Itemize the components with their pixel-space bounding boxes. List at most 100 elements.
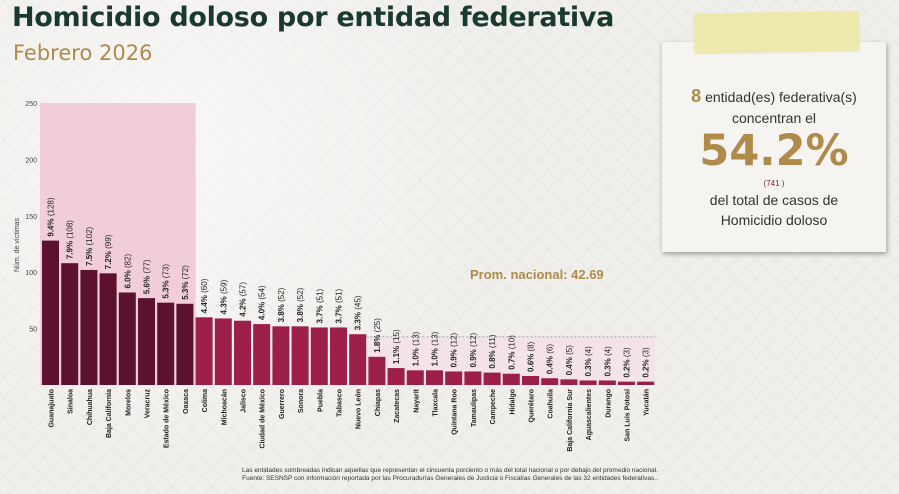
- bars: [42, 240, 655, 385]
- category-label: Oaxaca: [183, 389, 190, 414]
- card-line-concentrate: concentran el: [731, 110, 817, 126]
- bar-quintana-roo: [445, 371, 463, 385]
- bar-value-label: 5.6% (77): [143, 259, 152, 294]
- category-label: Tlaxcala: [433, 389, 440, 417]
- bar-value-label: 3.8% (52): [296, 287, 305, 322]
- category-label: Nayarit: [413, 388, 420, 412]
- bar-michoacán: [214, 318, 232, 385]
- bar-veracruz: [138, 298, 155, 385]
- bar-value-label: 0.4% (6): [546, 344, 555, 375]
- bar-value-label: 1.0% (13): [431, 331, 440, 366]
- bar-durango: [598, 380, 616, 385]
- bar-value-label: 0.8% (11): [488, 334, 497, 368]
- bar-value-label: 3.7% (51): [335, 288, 344, 323]
- category-label: Michoacán: [221, 389, 228, 425]
- category-label: Sonora: [298, 389, 305, 413]
- category-label: Querétaro: [529, 389, 536, 422]
- shading-note: Las entidades sombreadas indican aquella…: [242, 467, 658, 474]
- category-label: Colima: [202, 389, 209, 412]
- card-entities-text: entidad(es) federativa(s): [705, 89, 857, 105]
- category-label: San Luis Potosí: [625, 388, 632, 442]
- bar-nayarit: [406, 370, 424, 385]
- page-subtitle: Febrero 2026: [13, 41, 153, 65]
- bar-zacatecas: [387, 368, 405, 385]
- bar-value-label: 5.3% (72): [181, 265, 190, 300]
- bar-sinaloa: [61, 263, 79, 385]
- bar-value-label: 0.2% (3): [623, 347, 632, 378]
- bar-value-label: 3.8% (52): [277, 287, 286, 322]
- bar-value-label: 7.5% (102): [85, 226, 94, 265]
- category-label: Zacatecas: [394, 389, 401, 423]
- bar-guanajuato: [42, 240, 59, 385]
- bar-value-label: 0.4% (5): [565, 345, 574, 376]
- bar-value-label: 0.3% (4): [603, 346, 612, 377]
- bar-value-label: 0.9% (12): [450, 332, 459, 367]
- category-label: Baja California Sur: [567, 389, 574, 452]
- bar-value-label: 5.3% (73): [162, 264, 171, 299]
- bar-estado-de-méxico: [157, 302, 175, 385]
- card-case-count: (741 ): [763, 179, 785, 188]
- bar-san-luis-potosí: [618, 381, 635, 385]
- category-label: Aguascalientes: [586, 389, 593, 440]
- bar-value-label: 0.2% (3): [642, 347, 651, 378]
- bar-baja-california-sur: [560, 379, 578, 385]
- bar-value-label: 0.7% (10): [507, 335, 516, 370]
- category-label: Chihuahua: [87, 389, 94, 425]
- bar-value-label: 0.3% (4): [584, 346, 593, 377]
- bar-sonora: [291, 326, 309, 385]
- y-tick-label: 50: [29, 327, 37, 334]
- category-label: Jalisco: [241, 389, 248, 413]
- card-entity-count: 8: [691, 86, 702, 106]
- category-label: Estado de México: [164, 389, 171, 448]
- summary-card: 8 entidad(es) federativa(s) concentran e…: [662, 42, 886, 252]
- y-tick-label: 100: [25, 270, 37, 277]
- category-label: Hidalgo: [509, 389, 516, 415]
- bar-value-label: 7.9% (108): [66, 220, 75, 259]
- bar-value-label: 4.4% (60): [200, 278, 209, 313]
- bar-hidalgo: [502, 373, 520, 385]
- bar-querétaro: [522, 375, 539, 385]
- bar-value-label: 4.3% (59): [219, 279, 228, 314]
- card-line-entities: 8 entidad(es) federativa(s): [662, 86, 886, 107]
- bar-value-label: 1.1% (15): [392, 329, 401, 364]
- national-average-label: Prom. nacional: 42.69: [470, 267, 604, 282]
- category-label: Nuevo León: [356, 389, 363, 429]
- bar-value-label: 4.2% (57): [239, 282, 248, 317]
- tape-decoration: [693, 10, 860, 54]
- bar-nuevo-león: [349, 334, 367, 385]
- y-axis-label: Núm. de víctimas: [14, 217, 21, 272]
- category-label: Ciudad de México: [260, 389, 267, 449]
- bar-tabasco: [330, 327, 347, 385]
- bar-tamaulipas: [464, 371, 482, 385]
- card-percentage: 54.2%: [699, 126, 849, 176]
- y-tick-label: 250: [25, 101, 37, 108]
- bar-value-label: 3.7% (51): [315, 288, 324, 323]
- bar-aguascalientes: [579, 380, 597, 385]
- category-label: Coahuila: [548, 389, 555, 419]
- category-label: Tamaulipas: [471, 389, 478, 427]
- category-label: Veracruz: [145, 389, 152, 419]
- bar-value-label: 4.0% (54): [258, 285, 267, 320]
- bar-coahuila: [541, 378, 559, 385]
- y-tick-label: 200: [25, 157, 37, 164]
- bar-chihuahua: [80, 269, 98, 385]
- bar-yucatán: [637, 381, 655, 385]
- category-label: Campeche: [490, 389, 497, 425]
- bar-labels: 9.4% (128) 7.9% (108) 7.5% (102) 7.2% (99) 6…: [47, 197, 651, 377]
- bar-morelos: [118, 292, 136, 385]
- category-label: Durango: [605, 389, 612, 418]
- bar-baja-california: [99, 273, 117, 385]
- category-label: Puebla: [317, 389, 324, 412]
- card-line-crime: Homicidio doloso: [720, 212, 828, 228]
- category-label: Quintana Roo: [452, 389, 459, 435]
- category-label: Baja California: [106, 389, 113, 438]
- category-label: Tabasco: [337, 389, 344, 417]
- category-label: Morelos: [125, 389, 132, 416]
- bar-chiapas: [368, 356, 386, 385]
- page-title: Homicidio doloso por entidad federativa: [12, 2, 615, 33]
- bar-value-label: 7.2% (99): [104, 234, 113, 269]
- bar-ciudad-de-méxico: [253, 324, 271, 385]
- bar-oaxaca: [176, 303, 194, 385]
- y-axis: 50 100 150 200 250: [25, 101, 37, 334]
